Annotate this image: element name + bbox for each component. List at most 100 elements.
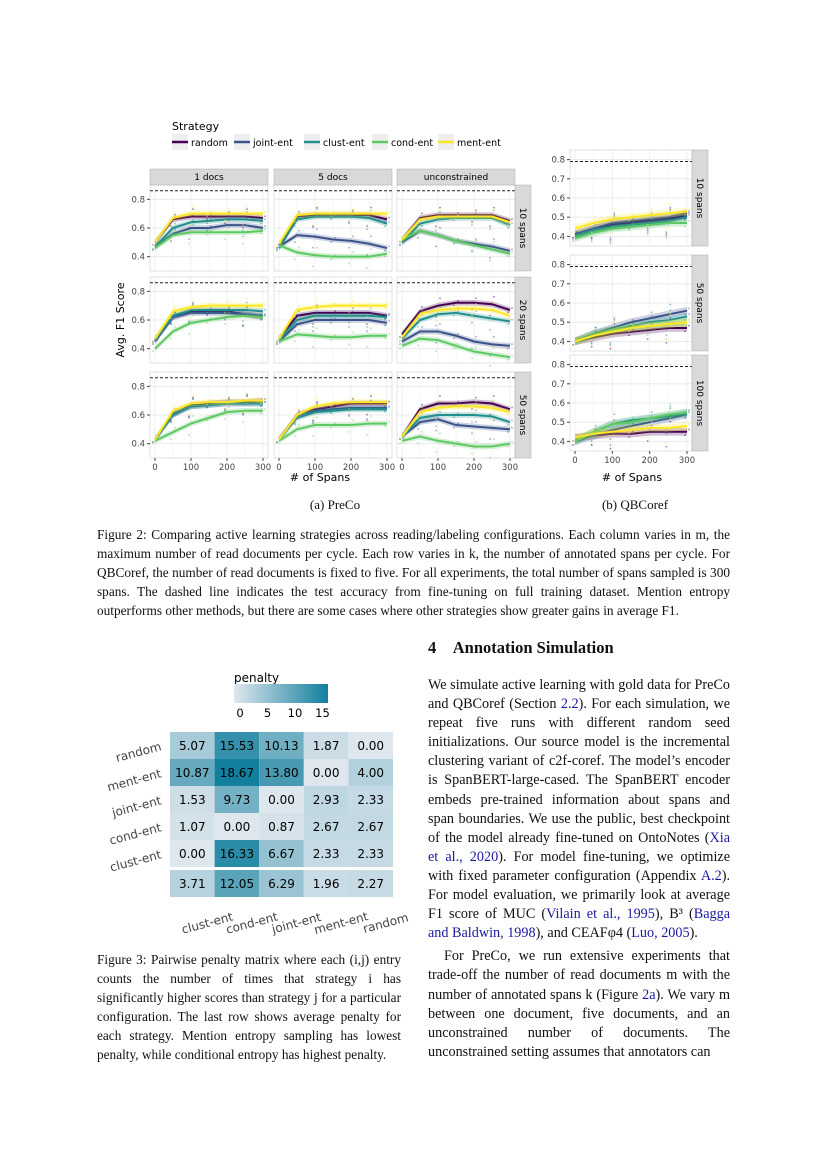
citation-link[interactable]: A.2 (700, 867, 722, 884)
data-point-clust-ent (298, 314, 300, 317)
heatmap-value: 1.96 (313, 877, 340, 891)
data-point-random (646, 229, 649, 232)
data-point-joint-ent (417, 428, 419, 430)
series-line-joint-ent (278, 319, 388, 343)
data-point-ment-ent (453, 408, 455, 410)
data-point-clust-ent (435, 229, 437, 232)
series-line-clust-ent (574, 315, 688, 343)
facet-strip-column (273, 168, 393, 186)
data-point-random (650, 322, 653, 325)
data-point-ment-ent (188, 223, 190, 226)
data-point-ment-ent (366, 223, 368, 226)
data-point-cond-ent (330, 338, 332, 341)
data-point-cond-ent (334, 422, 336, 425)
data-point-clust-ent (348, 321, 350, 324)
data-point-joint-ent (312, 246, 314, 249)
data-point-ment-ent (489, 320, 491, 323)
data-point-random (388, 313, 390, 315)
data-point-random (421, 403, 423, 406)
series-line-cond-ent (574, 221, 687, 240)
data-point-clust-ent (493, 209, 495, 212)
data-point-ment-ent (334, 400, 336, 403)
data-point-clust-ent (507, 226, 509, 229)
data-point-ment-ent (384, 307, 386, 310)
data-point-joint-ent (684, 313, 686, 316)
data-point-random (613, 322, 616, 325)
data-point-clust-ent (312, 422, 314, 425)
data-point-clust-ent (170, 321, 172, 324)
data-point-clust-ent (242, 229, 244, 232)
series-line-cond-ent (154, 229, 264, 249)
data-point-joint-ent (366, 330, 368, 333)
series-line-random (401, 401, 511, 438)
data-point-cond-ent (688, 219, 690, 222)
heatmap-cell (214, 786, 260, 813)
data-point-ment-ent (312, 223, 314, 226)
data-point-joint-ent (646, 430, 649, 433)
data-point-joint-ent (609, 237, 612, 239)
data-point-cond-ent (507, 445, 509, 448)
data-point-clust-ent (174, 222, 176, 225)
data-point-ment-ent (298, 209, 300, 212)
data-point-cond-ent (228, 406, 230, 409)
heatmap-cell (348, 870, 393, 897)
data-point-cond-ent (507, 358, 509, 361)
data-point-clust-ent (334, 408, 336, 410)
data-point-joint-ent (370, 399, 372, 402)
series-line-ment-ent (278, 401, 387, 440)
data-point-joint-ent (475, 420, 477, 423)
data-point-ment-ent (260, 307, 262, 310)
data-point-cond-ent (334, 254, 336, 256)
data-point-ment-ent (264, 211, 266, 213)
panel: 0 100 200 300 50 spans (396, 371, 532, 473)
data-point-random (688, 324, 690, 327)
data-point-random (366, 225, 368, 228)
data-point-cond-ent (453, 445, 455, 448)
facet-strip-row (514, 276, 532, 364)
data-point-ment-ent (174, 212, 176, 215)
data-point-cond-ent (684, 415, 686, 417)
confidence-band-cond-ent (402, 228, 510, 257)
data-point-random (435, 225, 437, 228)
data-point-random (646, 440, 649, 442)
data-point-clust-ent (421, 412, 423, 415)
citation-link[interactable]: Xia et al., 2020 (428, 829, 730, 865)
data-point-cond-ent (228, 226, 230, 229)
data-point-clust-ent (489, 426, 491, 429)
citation-link[interactable]: 2a (642, 986, 656, 1003)
citation-link[interactable]: Luo, 2005 (631, 925, 690, 942)
data-point-cond-ent (312, 265, 314, 268)
facet-row-label: 20 spans (517, 300, 527, 341)
legend-label-ment-ent: ment-ent (457, 138, 501, 149)
citation-link[interactable]: Vilain et al., 1995 (546, 906, 655, 923)
data-point-random (388, 216, 390, 219)
data-point-clust-ent (453, 416, 455, 419)
data-point-random (242, 226, 244, 229)
data-point-cond-ent (493, 346, 495, 348)
data-point-joint-ent (684, 417, 686, 419)
data-point-joint-ent (330, 321, 332, 324)
data-point-random (192, 303, 194, 305)
x-tick-label: 300 (502, 463, 518, 473)
data-point-cond-ent (334, 334, 336, 337)
data-point-ment-ent (576, 225, 578, 228)
data-point-ment-ent (399, 241, 401, 243)
confidence-band-clust-ent (402, 215, 510, 246)
series-line-ment-ent (154, 212, 263, 243)
data-point-cond-ent (188, 333, 190, 335)
data-point-ment-ent (330, 307, 332, 310)
data-point-clust-ent (294, 325, 296, 328)
data-point-ment-ent (493, 301, 495, 304)
data-point-cond-ent (260, 318, 262, 321)
data-point-clust-ent (264, 400, 266, 403)
data-point-joint-ent (665, 432, 668, 435)
series-line-clust-ent (278, 215, 388, 249)
x-tick-label: 0 (152, 463, 157, 473)
data-point-clust-ent (632, 417, 634, 419)
heatmap-value: 4.00 (357, 766, 384, 780)
data-point-ment-ent (294, 420, 296, 423)
data-point-joint-ent (366, 254, 368, 256)
citation-link[interactable]: 2.2 (560, 696, 579, 713)
data-point-ment-ent (352, 300, 354, 302)
citation-link[interactable]: Bagga and Baldwin, 1998 (428, 906, 730, 942)
